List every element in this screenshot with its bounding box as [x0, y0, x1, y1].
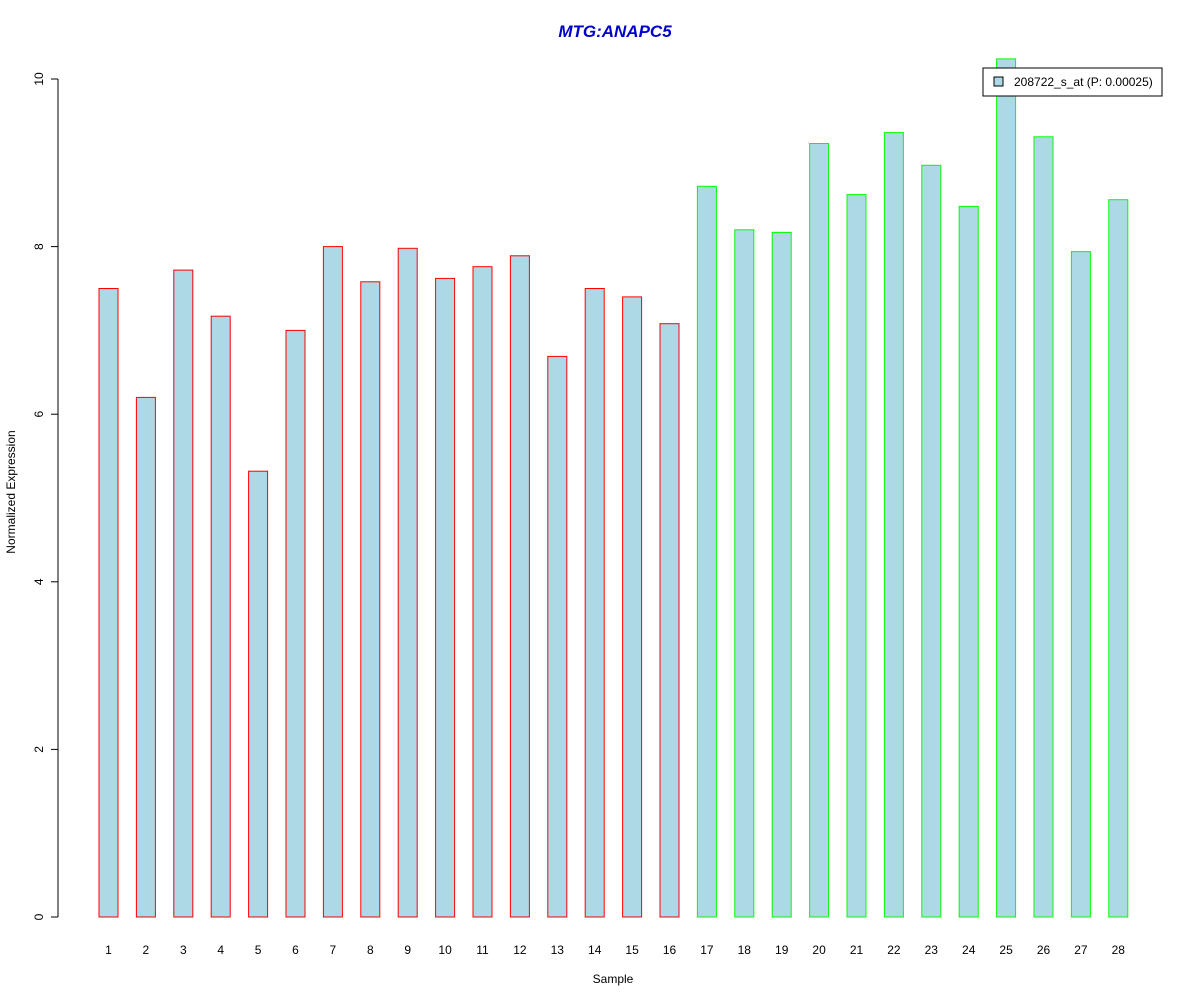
bar-sample-17	[696, 185, 717, 918]
legend: 208722_s_at (P: 0.00025)	[982, 67, 1163, 97]
x-tick-label: 25	[999, 943, 1013, 957]
bar-sample-8	[360, 281, 381, 918]
x-tick-label: 16	[663, 943, 677, 957]
x-tick-label: 14	[588, 943, 602, 957]
bar-sample-14	[584, 288, 605, 918]
x-tick-label: 6	[292, 943, 299, 957]
x-tick-label: 13	[551, 943, 565, 957]
x-tick-label: 26	[1037, 943, 1051, 957]
y-tick-label: 10	[32, 72, 46, 86]
bar-sample-20	[809, 143, 830, 918]
bar-sample-1	[98, 288, 119, 918]
bar-sample-7	[322, 246, 343, 918]
bar-sample-16	[659, 323, 680, 918]
x-tick-label: 27	[1074, 943, 1088, 957]
bar-sample-26	[1033, 136, 1054, 918]
y-axis-label: Normalized Expression	[4, 430, 18, 553]
bar-sample-12	[509, 255, 530, 918]
bar-sample-18	[734, 229, 755, 918]
x-tick-label: 21	[850, 943, 864, 957]
bar-sample-13	[547, 355, 568, 918]
y-tick-label: 4	[32, 578, 46, 585]
bar-sample-19	[771, 231, 792, 918]
x-tick-label: 24	[962, 943, 976, 957]
x-tick-label: 4	[217, 943, 224, 957]
x-tick-label: 15	[625, 943, 639, 957]
bar-sample-3	[173, 269, 194, 918]
x-tick-label: 12	[513, 943, 527, 957]
y-tick-label: 8	[32, 243, 46, 250]
x-tick-label: 28	[1112, 943, 1126, 957]
x-tick-label: 23	[925, 943, 939, 957]
x-tick-label: 22	[887, 943, 901, 957]
bar-sample-25	[996, 58, 1017, 918]
x-tick-label: 3	[180, 943, 187, 957]
bar-sample-27	[1070, 251, 1091, 918]
y-axis: 0 2 4 6 8 10	[32, 72, 59, 920]
y-tick-label: 6	[32, 411, 46, 418]
x-tick-label: 10	[438, 943, 452, 957]
x-tick-label: 18	[738, 943, 752, 957]
bar-sample-2	[135, 396, 156, 918]
bar-sample-4	[210, 315, 231, 918]
chart-title: MTG:ANAPC5	[558, 22, 672, 41]
x-tick-label: 9	[404, 943, 411, 957]
legend-box	[982, 67, 1163, 97]
bars-group	[98, 58, 1129, 918]
bar-sample-24	[958, 205, 979, 918]
x-tick-label: 7	[330, 943, 337, 957]
bar-sample-10	[435, 277, 456, 918]
bar-sample-15	[622, 296, 643, 918]
x-tick-label: 19	[775, 943, 789, 957]
x-tick-label: 5	[255, 943, 262, 957]
x-tick-label: 1	[105, 943, 112, 957]
bar-sample-11	[472, 266, 493, 918]
bar-sample-23	[921, 164, 942, 918]
x-tick-label: 2	[143, 943, 150, 957]
bar-sample-5	[248, 470, 269, 918]
bar-sample-6	[285, 329, 306, 918]
bar-sample-21	[846, 194, 867, 918]
x-tick-label: 8	[367, 943, 374, 957]
legend-label: 208722_s_at (P: 0.00025)	[1014, 75, 1153, 89]
x-axis-label: Sample	[593, 972, 634, 986]
bar-sample-9	[397, 247, 418, 918]
y-tick-label: 0	[32, 913, 46, 920]
bar-sample-22	[883, 132, 904, 918]
legend-swatch	[993, 76, 1004, 87]
x-tick-labels: 1 2 3 4 5 6 7 8 9 10 11 12 13 14 15 16 17 18 19 20 21 22 23 24 2…	[105, 943, 1125, 957]
bar-sample-28	[1108, 199, 1129, 918]
x-tick-label: 17	[700, 943, 714, 957]
y-tick-label: 2	[32, 746, 46, 753]
x-tick-label: 20	[812, 943, 826, 957]
x-tick-label: 11	[476, 943, 489, 957]
